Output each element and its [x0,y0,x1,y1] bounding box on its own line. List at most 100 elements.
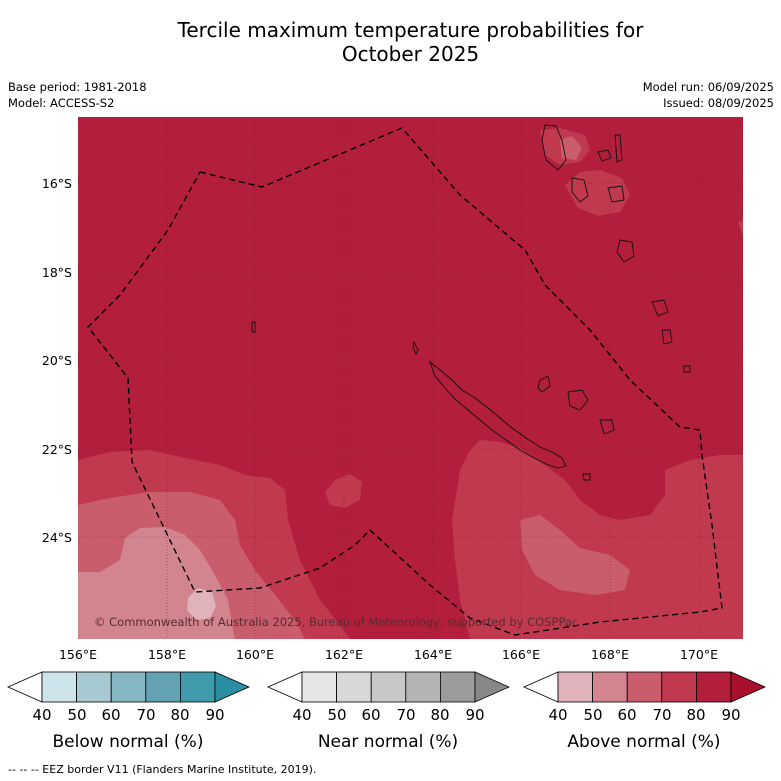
colorbar-title: Below normal (%) [53,732,204,752]
tanna-island [661,329,673,345]
lat-label: 18°S [42,265,72,280]
colorbar-cell [695,671,732,703]
lon-label: 162°E [325,647,363,662]
colorbar-cells [523,671,766,703]
pentecost-island [614,134,623,163]
aneityum-island [683,365,691,373]
ouvea-island [537,375,551,393]
title-line-2: October 2025 [341,42,480,66]
colorbar-tick: 70 [652,706,671,724]
colorbar-above-normal: 40 50 60 70 80 90 Above normal (%) [523,671,766,752]
lon-label: 156°E [59,647,97,662]
ambae-island [597,149,612,162]
colorbar-tick: 60 [617,706,636,724]
latitude-labels: 16°S 18°S 20°S 22°S 24°S [42,176,72,545]
lon-label: 158°E [148,647,186,662]
lat-label: 22°S [42,442,72,457]
colorbar-extend-high [214,671,250,703]
colorbar-extend-high [474,671,510,703]
efate-island [616,239,635,263]
lon-label: 168°E [591,647,629,662]
contour-70-small [560,136,582,160]
lat-label: 20°S [42,353,72,368]
new-caledonia-island [429,360,567,469]
probability-map [78,117,743,639]
colorbar-extend-low [267,671,303,703]
lat-label: 24°S [42,530,72,545]
belep-islands [412,340,419,356]
colorbar-cells [7,671,250,703]
colorbar-cell [592,671,628,703]
malekula-island [571,177,589,203]
colorbar-cell [370,671,407,703]
colorbar-cell [439,671,476,703]
colorbar-tick: 60 [361,706,380,724]
lon-label: 164°E [414,647,452,662]
contour-80-north-2 [565,170,630,216]
colorbar-below-normal: 40 50 60 70 80 90 Below normal (%) [7,671,250,752]
lon-label: 166°E [502,647,540,662]
epi-island [607,185,625,203]
colorbar-title: Above normal (%) [567,732,720,752]
chesterfield-islet [251,321,256,333]
colorbar-extend-high [730,671,766,703]
colorbar-near-normal: 40 50 60 70 80 90 Near normal (%) [267,671,510,752]
colorbar-cell [76,671,112,703]
contour-80-blob [325,474,362,508]
colorbar-tick: 50 [67,706,86,724]
contour-80-east-edge [738,220,743,236]
colorbar-title: Near normal (%) [318,732,458,752]
meta-right: Model run: 06/09/2025 Issued: 08/09/2025 [643,79,774,111]
colorbar-extend-low [523,671,559,703]
coastlines [251,124,691,481]
meta-left: Base period: 1981-2018 Model: ACCESS-S2 [8,79,147,111]
lon-label: 160°E [236,647,274,662]
colorbar-tick: 90 [721,706,740,724]
longitude-labels: 156°E 158°E 160°E 162°E 164°E 166°E 168°… [59,647,718,662]
colorbar-tick: 80 [170,706,189,724]
lifou-island [567,389,589,411]
colorbar-cell [336,671,372,703]
colorbar-tick: 90 [465,706,484,724]
graticule [78,117,743,639]
title-line-1: Tercile maximum temperature probabilitie… [177,18,644,42]
lon-label: 170°E [680,647,718,662]
eez-legend-footer: -- -- -- EEZ border V11 (Flanders Marine… [8,763,317,776]
mare-island [599,419,615,435]
base-period: Base period: 1981-2018 [8,80,147,94]
eez-border [87,127,723,636]
colorbar-tick: 40 [292,706,311,724]
colorbar-cell [110,671,147,703]
map-title: Tercile maximum temperature probabilitie… [0,18,781,66]
colorbar-cell [179,671,216,703]
model-name: Model: ACCESS-S2 [8,96,115,110]
colorbar-cell [41,671,77,703]
colorbar-tick: 60 [101,706,120,724]
espiritu-santo-island [541,124,567,171]
colorbar-tick: 40 [548,706,567,724]
colorbar-tick: 80 [686,706,705,724]
colorbar-ticks: 40 50 60 70 80 90 [292,706,484,724]
colorbar-cell [405,671,441,703]
colorbar-tick: 70 [396,706,415,724]
map-credit: © Commonwealth of Australia 2025, Bureau… [94,615,578,629]
colorbar-cell [301,671,337,703]
contour-80-central [452,440,743,639]
lat-label: 16°S [42,176,72,191]
isle-of-pines [582,473,591,481]
contour-50-sw [187,588,216,620]
colorbar-extend-low [7,671,43,703]
model-run: Model run: 06/09/2025 [642,80,774,94]
colorbar-ticks: 40 50 60 70 80 90 [32,706,224,724]
colorbar-cell [661,671,697,703]
colorbar-cell [145,671,181,703]
colorbar-cell [626,671,663,703]
colorbar-tick: 50 [583,706,602,724]
colorbar-tick: 90 [205,706,224,724]
contour-70-south [520,515,630,595]
colorbar-tick: 70 [136,706,155,724]
colorbar-cell [557,671,593,703]
colorbar-tick: 40 [32,706,51,724]
erromango-island [651,299,669,317]
